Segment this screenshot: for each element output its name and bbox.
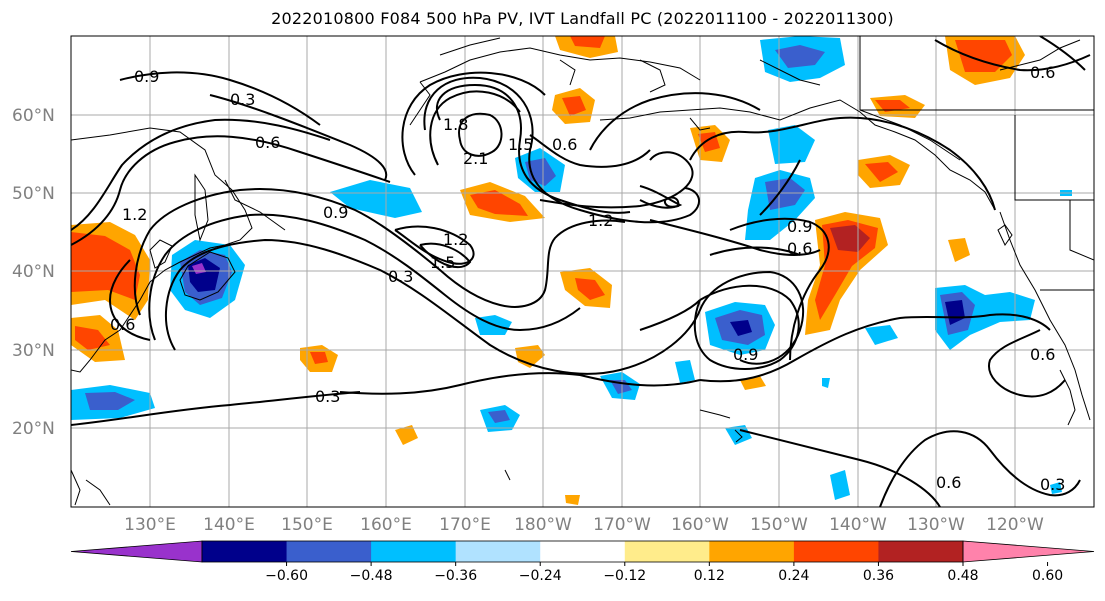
graticule bbox=[71, 36, 1094, 507]
contour-label: 0.9 bbox=[134, 67, 159, 86]
colorbar-segment bbox=[371, 541, 457, 562]
colorbar: −0.60 −0.48 −0.36 −0.24 −0.12 0.12 0.24 0.36 0.4… bbox=[70, 540, 1095, 584]
contour-label: 0.9 bbox=[787, 217, 812, 236]
lon-label: 150°W bbox=[750, 515, 808, 535]
contour-label: 0.3 bbox=[1040, 475, 1065, 494]
contour-label: 0.9 bbox=[323, 203, 348, 222]
pv-contours bbox=[71, 36, 1091, 507]
contour-labels: 0.9 0.3 0.6 1.2 0.9 1.8 2.1 1.5 0.6 1.2 … bbox=[110, 63, 1065, 494]
lon-label: 160°W bbox=[671, 515, 729, 535]
colorbar-segment bbox=[455, 541, 541, 562]
contour-label: 1.5 bbox=[430, 253, 455, 272]
colorbar-tick-label: −0.60 bbox=[265, 568, 308, 584]
colorbar-outline bbox=[201, 540, 964, 563]
lon-label: 140°E bbox=[203, 515, 255, 535]
colorbar-tick-label: −0.24 bbox=[519, 568, 562, 584]
colorbar-extend-high bbox=[962, 540, 1095, 563]
latitude-labels: 60°N 50°N 40°N 30°N 20°N bbox=[12, 106, 55, 439]
contour-label: 1.8 bbox=[443, 115, 468, 134]
colorbar-segment bbox=[540, 541, 626, 562]
contour-label: 0.6 bbox=[255, 133, 280, 152]
colorbar-tick-label: 0.24 bbox=[778, 568, 809, 584]
lon-label: 170°E bbox=[439, 515, 491, 535]
map-frame bbox=[70, 35, 1095, 508]
colorbar-segment bbox=[202, 541, 288, 562]
colorbar-tick-label: −0.12 bbox=[603, 568, 646, 584]
colorbar-tick-label: −0.36 bbox=[434, 568, 477, 584]
contour-label: 0.6 bbox=[552, 135, 577, 154]
colorbar-tick-label: 0.48 bbox=[947, 568, 978, 584]
lat-label: 40°N bbox=[12, 262, 55, 282]
lon-label: 150°E bbox=[281, 515, 333, 535]
contour-label: 0.6 bbox=[936, 473, 961, 492]
lat-label: 50°N bbox=[12, 184, 55, 204]
longitude-labels: 130°E 140°E 150°E 160°E 170°E 180°W 170°… bbox=[124, 515, 1044, 535]
lon-label: 130°W bbox=[907, 515, 965, 535]
lon-label: 140°W bbox=[829, 515, 887, 535]
contour-label: 1.5 bbox=[508, 135, 533, 154]
map-title: 2022010800 F084 500 hPa PV, IVT Landfall… bbox=[271, 9, 894, 28]
colorbar-extend-low bbox=[70, 540, 203, 563]
lon-label: 180°W bbox=[514, 515, 572, 535]
colorbar-segment bbox=[624, 541, 710, 562]
lon-label: 170°W bbox=[593, 515, 651, 535]
contour-label: 2.1 bbox=[463, 149, 488, 168]
lat-label: 20°N bbox=[12, 419, 55, 439]
contour-label: 0.3 bbox=[315, 387, 340, 406]
contour-label: 0.6 bbox=[787, 239, 812, 258]
colorbar-tick-label: −0.48 bbox=[350, 568, 393, 584]
coastlines bbox=[71, 36, 1094, 506]
contour-label: 0.6 bbox=[110, 315, 135, 334]
colorbar-segment bbox=[793, 541, 879, 562]
contour-label: 0.3 bbox=[230, 90, 255, 109]
contour-label: 1.2 bbox=[443, 230, 468, 249]
contour-label: 0.6 bbox=[1030, 63, 1055, 82]
lon-label: 120°W bbox=[986, 515, 1044, 535]
lat-label: 60°N bbox=[12, 106, 55, 126]
lon-label: 160°E bbox=[360, 515, 412, 535]
shaded-anomalies bbox=[71, 36, 1072, 505]
contour-label: 0.6 bbox=[1030, 345, 1055, 364]
contour-label: 0.3 bbox=[388, 267, 413, 286]
contour-label: 1.2 bbox=[122, 205, 147, 224]
colorbar-segment bbox=[286, 541, 372, 562]
contour-label: 0.9 bbox=[733, 345, 758, 364]
colorbar-tick-label: 0.60 bbox=[1032, 568, 1063, 584]
colorbar-tick-label: 0.12 bbox=[694, 568, 725, 584]
colorbar-tick-label: 0.36 bbox=[863, 568, 894, 584]
lat-label: 30°N bbox=[12, 341, 55, 361]
contour-label: 1.2 bbox=[588, 211, 613, 230]
colorbar-segment bbox=[709, 541, 795, 562]
colorbar-segment bbox=[878, 541, 964, 562]
lon-label: 130°E bbox=[124, 515, 176, 535]
